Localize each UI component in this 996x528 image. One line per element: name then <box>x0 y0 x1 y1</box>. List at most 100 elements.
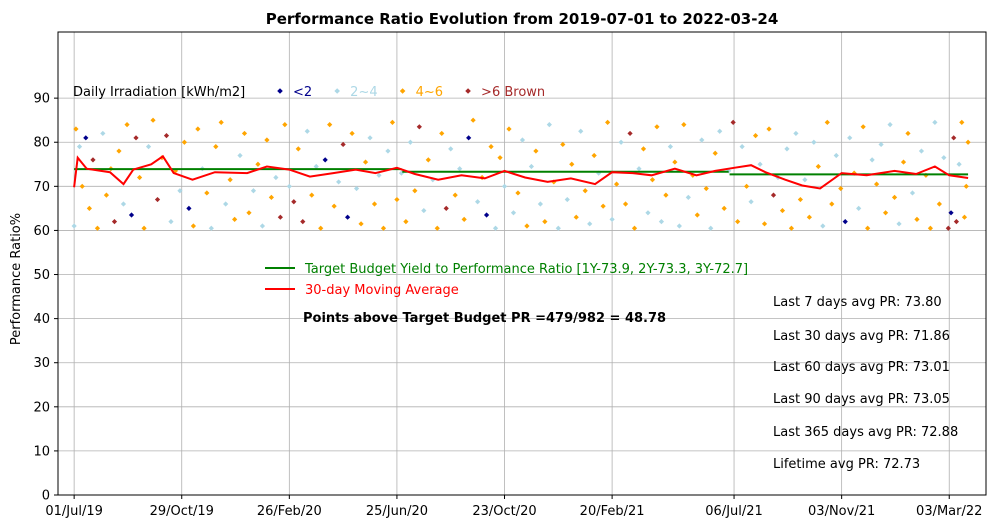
x-tick-label: 20/Feb/21 <box>580 504 645 519</box>
scatter-point <box>882 210 889 216</box>
scatter-point <box>208 225 214 231</box>
scatter-point <box>394 196 400 203</box>
moving-average-line <box>73 154 969 190</box>
scatter-point <box>649 177 656 183</box>
legend-target-label: Target Budget Yield to Performance Ratio… <box>304 262 748 277</box>
scatter-point <box>847 135 853 141</box>
scatter-point <box>273 174 279 181</box>
grid-lines <box>58 32 986 496</box>
scatter-point <box>488 144 494 150</box>
irradiation-legend-label: <2 <box>293 85 312 100</box>
irradiation-legend-marker <box>399 88 406 94</box>
stat-last-365-days: Last 365 days avg PR: 72.88 <box>773 425 958 440</box>
scatter-point <box>190 223 196 229</box>
scatter-point <box>255 161 261 167</box>
scatter-point <box>425 157 431 163</box>
scatter-point <box>717 128 723 134</box>
scatter-point <box>694 212 700 218</box>
scatter-point <box>824 119 830 125</box>
scatter-point <box>213 144 219 150</box>
scatter-point <box>658 219 665 225</box>
scatter-point <box>838 185 844 192</box>
scatter-point <box>730 119 736 125</box>
scatter-point <box>932 119 938 125</box>
scatter-point <box>667 144 673 150</box>
scatter-point <box>555 225 561 231</box>
x-tick-label: 29/Oct/19 <box>150 504 214 519</box>
scatter-point <box>865 225 871 231</box>
scatter-point <box>349 130 355 137</box>
y-axis-label: Performance Ratio% <box>9 213 24 345</box>
scatter-point <box>327 122 333 128</box>
y-tick-label: 0 <box>42 489 50 504</box>
scatter-point <box>797 196 803 203</box>
scatter-point <box>470 117 476 123</box>
scatter-point <box>712 150 718 156</box>
chart-title: Performance Ratio Evolution from 2019-07… <box>266 10 779 28</box>
scatter-point <box>145 144 152 150</box>
scatter-point <box>259 223 266 229</box>
scatter-point <box>793 130 799 137</box>
scatter-point <box>412 188 418 194</box>
scatter-point <box>811 139 817 145</box>
scatter-point <box>806 214 812 220</box>
scatter-point <box>150 117 156 123</box>
scatter-point <box>766 126 772 132</box>
scatter-point <box>439 130 445 137</box>
scatter-point <box>605 119 611 125</box>
scatter-point <box>318 225 324 231</box>
scatter-point <box>246 210 252 216</box>
scatter-point <box>833 152 839 159</box>
irradiation-legend-label: 4~6 <box>416 85 443 100</box>
scatter-point <box>510 210 517 216</box>
scatter-point <box>770 192 777 198</box>
scatter-point <box>313 163 319 170</box>
scatter-point <box>264 137 270 143</box>
y-tick-label: 60 <box>33 224 50 239</box>
irradiation-legend-marker <box>277 88 283 94</box>
irradiation-legend-label: 2~4 <box>350 85 377 100</box>
scatter-point <box>367 135 373 141</box>
scatter-point <box>959 119 965 125</box>
scatter-point <box>645 210 651 216</box>
scatter-point <box>708 225 714 231</box>
irradiation-legend-marker <box>465 88 471 94</box>
y-tick-label: 90 <box>33 92 50 107</box>
scatter-point <box>466 135 472 141</box>
irradiation-legend-items: <2 2~4 4~6 >6 Brown <box>277 85 545 100</box>
scatter-point <box>582 188 588 194</box>
scatter-point <box>186 205 192 211</box>
scatter-point <box>492 225 499 231</box>
scatter-point <box>223 201 229 207</box>
scatter-point <box>380 225 387 231</box>
legend-ma-label: 30-day Moving Average <box>305 283 459 298</box>
scatter-point <box>945 225 951 231</box>
scatter-point <box>309 192 315 198</box>
scatter-point <box>295 146 301 152</box>
scatter-point <box>842 219 848 225</box>
scatter-point <box>90 157 96 163</box>
scatter-point <box>322 157 328 163</box>
scatter-point <box>953 219 960 225</box>
scatter-point <box>120 201 127 207</box>
scatter-point <box>963 183 969 189</box>
scatter-point <box>94 225 101 231</box>
scatter-point <box>802 177 808 183</box>
scatter-point <box>703 185 709 192</box>
scatter-point <box>515 190 521 196</box>
scatter-point <box>546 122 552 128</box>
scatter-point <box>452 192 458 198</box>
scatter-point <box>300 219 306 225</box>
scatter-point <box>631 225 638 231</box>
scatter-point <box>918 148 925 154</box>
scatter-point <box>133 135 139 141</box>
scatter-point <box>965 139 971 145</box>
scatter-point <box>905 130 911 137</box>
stats-annotations: Last 7 days avg PR: 73.80 Last 30 days a… <box>773 295 958 472</box>
x-tick-label: 03/Nov/21 <box>808 504 875 519</box>
scatter-point <box>748 199 754 205</box>
scatter-point <box>528 163 535 170</box>
scatter-point <box>948 210 954 216</box>
scatter-point <box>430 177 436 183</box>
